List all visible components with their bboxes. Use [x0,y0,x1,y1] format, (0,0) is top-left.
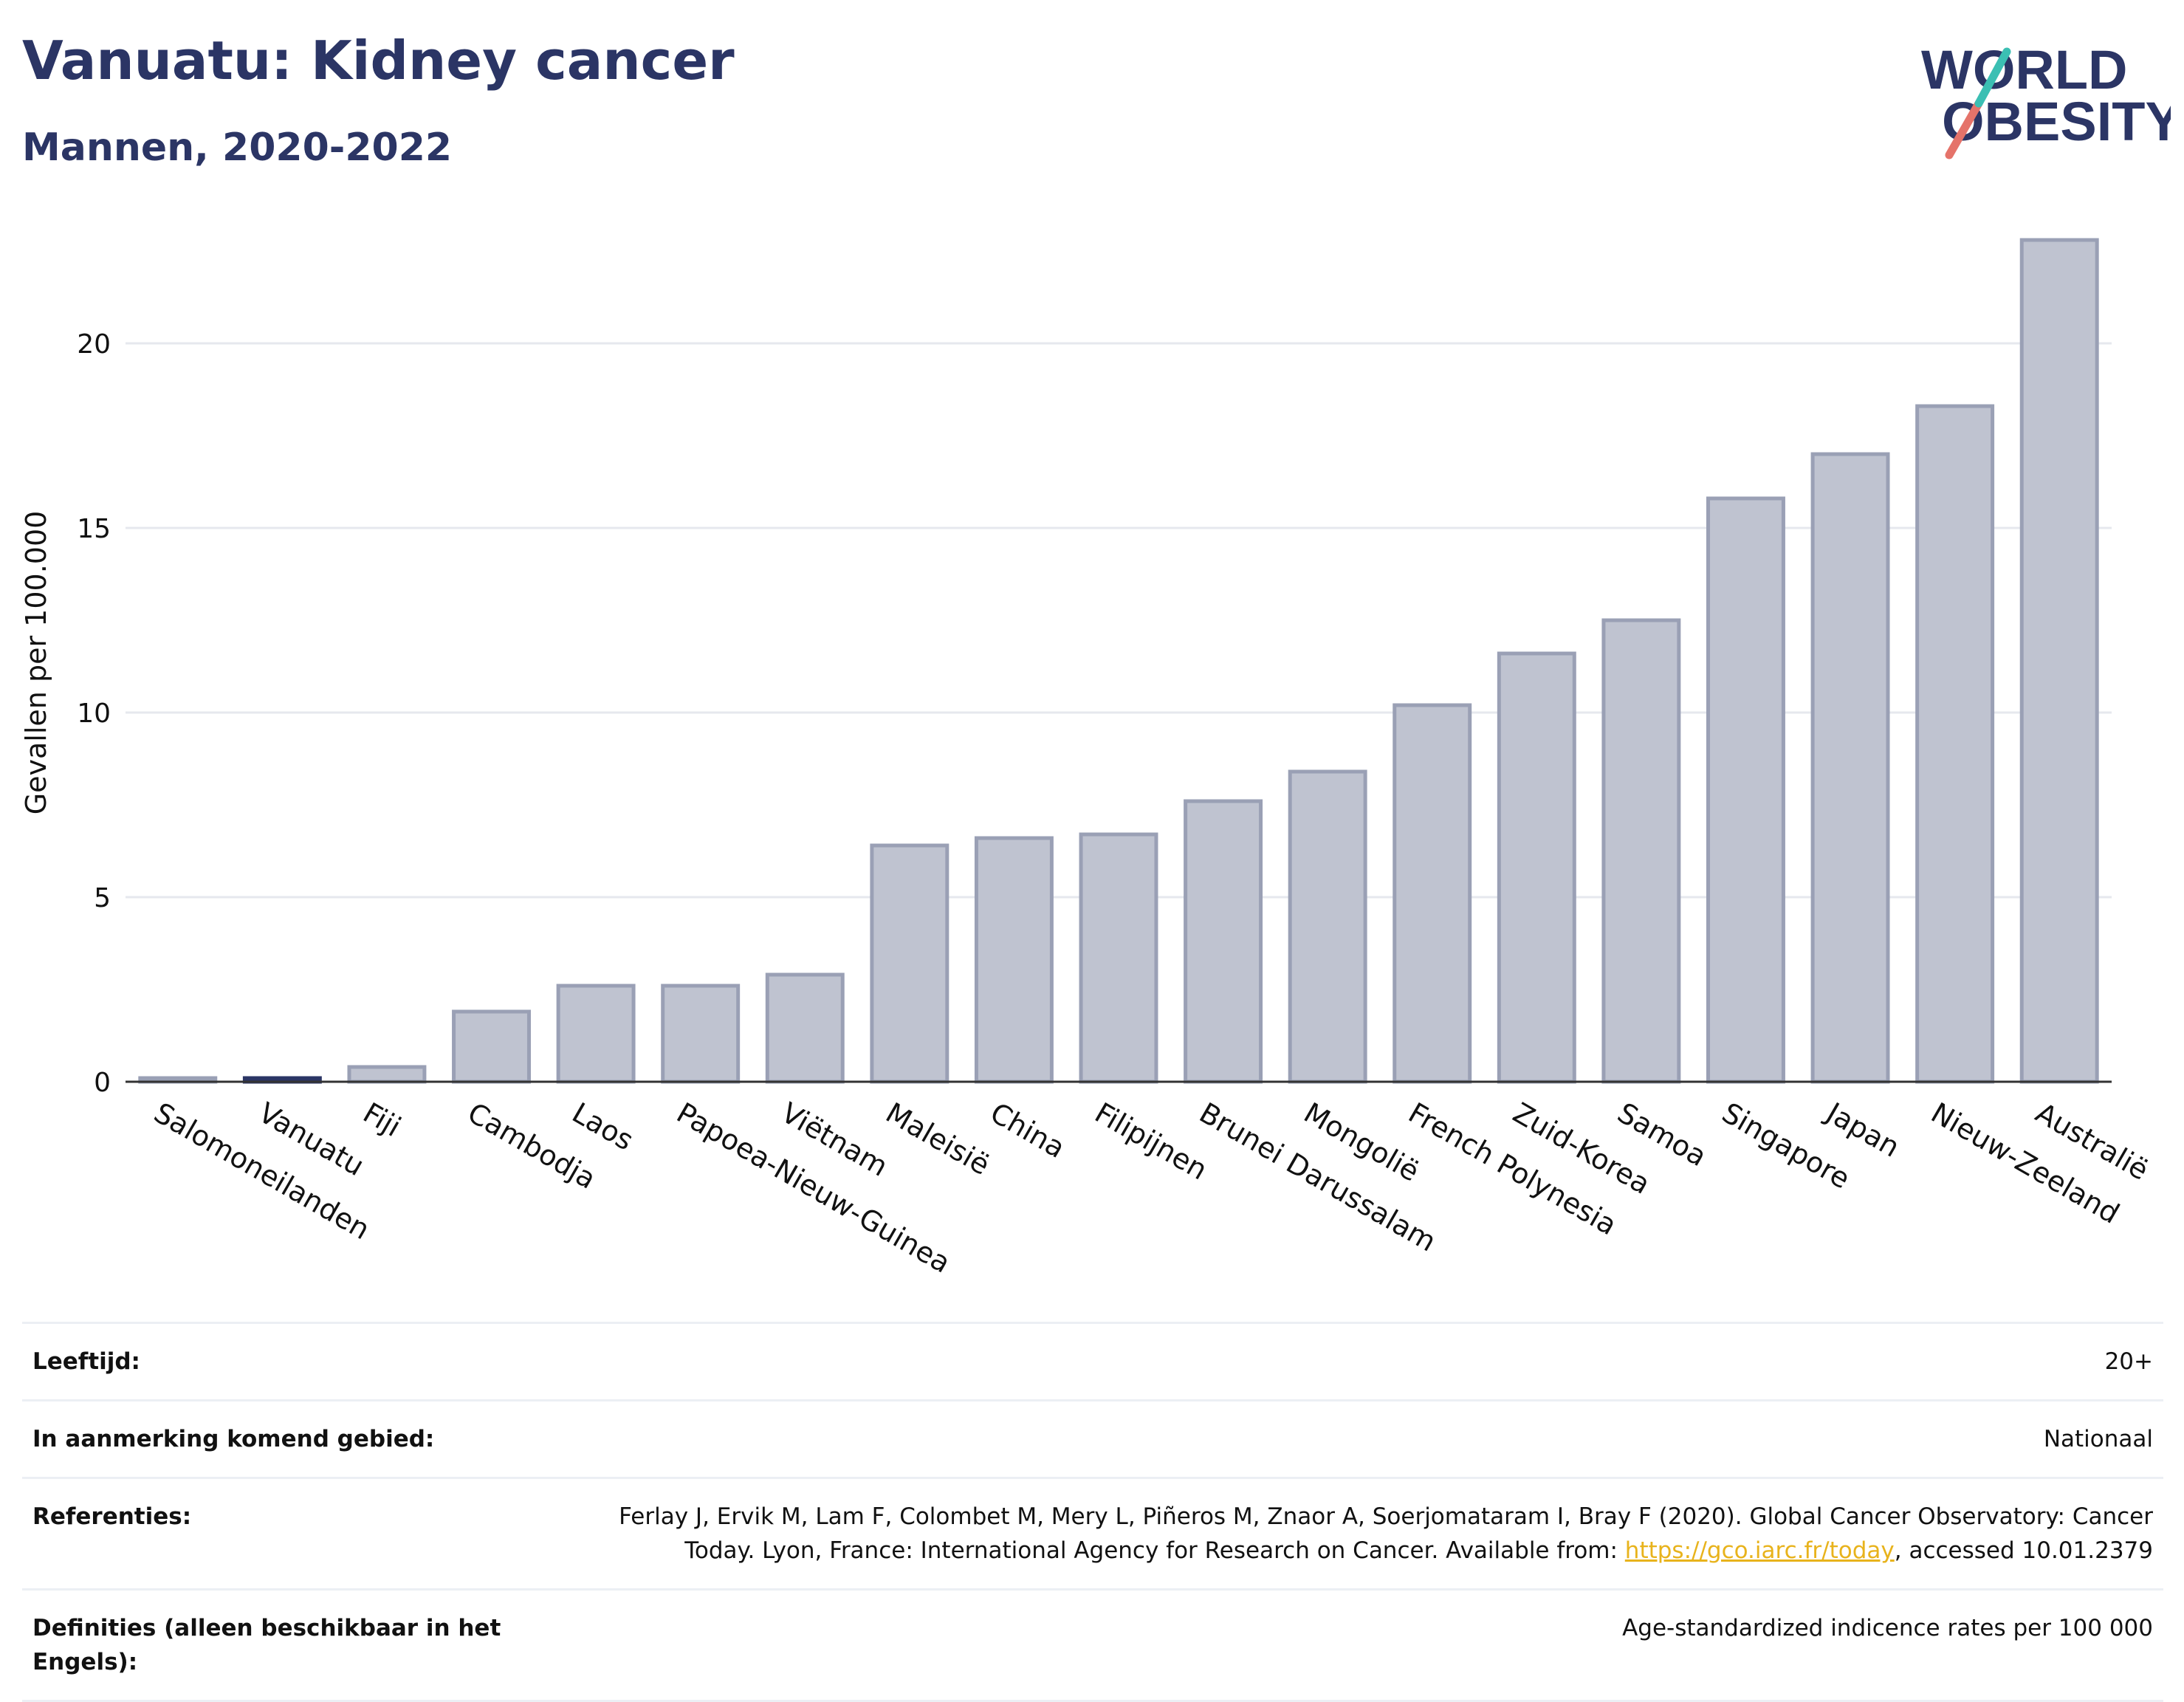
x-tick-label: Fiji [357,1097,406,1143]
y-axis-ticks: 0 5 10 15 20 [77,329,111,1098]
logo-slash-red [1945,99,1983,159]
bar-filipijnen [1079,832,1158,1084]
x-tick-label: China [985,1097,1071,1164]
meta-age-value: 20+ [2104,1348,2153,1375]
y-tick-label: 10 [77,699,111,729]
bar-brunei-darussalam [1184,799,1263,1084]
meta-def-label: Definities (alleen beschikbaar in het En… [32,1615,501,1675]
x-tick-label: Filipijnen [1090,1097,1213,1187]
meta-row-definitions: Definities (alleen beschikbaar in het En… [22,1588,2163,1702]
bar-laos [556,984,636,1084]
y-axis-title: Gevallen per 100.000 [20,511,52,815]
logo-slash-teal [1974,47,2011,108]
chart-subtitle: Mannen, 2020-2022 [22,126,453,170]
logo-line1: WORLD [1921,39,2128,100]
world-obesity-logo: WORLD OBESITY [1921,39,2171,159]
y-tick-label: 5 [94,883,111,913]
meta-ref-label: Referenties: [32,1503,192,1530]
bar-french-polynesia [1393,703,1472,1084]
bar-japan [1810,452,1890,1084]
y-tick-label: 20 [77,329,111,360]
x-tick-label: Nieuw-Zeeland [1926,1097,2125,1230]
bar-zuid-korea [1497,651,1576,1084]
ref-line1: Ferlay J, Ervik M, Lam F, Colombet M, Me… [619,1503,2153,1530]
bar-china [974,836,1054,1084]
meta-def-value: Age-standardized indicence rates per 100… [1622,1615,2153,1641]
bar-samoa [1601,618,1681,1084]
bar-papoea-nieuw-guinea [661,984,741,1084]
meta-ref-value: Ferlay J, Ervik M, Lam F, Colombet M, Me… [619,1500,2153,1568]
bar-singapore [1706,496,1785,1084]
bars [138,238,2099,1084]
ref-line2-post: , accessed 10.01.2379 [1894,1537,2153,1564]
ref-link[interactable]: https://gco.iarc.fr/today [1624,1537,1895,1564]
bar-mongoli- [1288,769,1367,1084]
x-tick-label: Laos [567,1097,639,1157]
bar-nieuw-zeeland [1915,404,1995,1084]
meta-age-label: Leeftijd: [32,1348,140,1375]
x-tick-label: Maleisië [880,1097,995,1181]
bar-maleisi- [870,843,950,1084]
meta-area-label: In aanmerking komend gebied: [32,1426,435,1452]
y-tick-label: 15 [77,514,111,544]
bar-australi- [2019,238,2099,1084]
ref-line2-pre: Today. Lyon, France: International Agenc… [684,1537,1625,1564]
bar-fiji [347,1065,427,1084]
meta-row-age: Leeftijd: 20+ [22,1322,2163,1399]
y-tick-label: 0 [94,1068,111,1098]
bar-cambodja [452,1009,531,1084]
chart-title: Vanuatu: Kidney cancer [22,30,735,92]
metadata-table: Leeftijd: 20+ In aanmerking komend gebie… [22,1322,2163,1702]
bar-vi-tnam [765,972,845,1084]
meta-area-value: Nationaal [2043,1426,2153,1452]
meta-row-area: In aanmerking komend gebied: Nationaal [22,1399,2163,1477]
meta-row-references: Referenties: Ferlay J, Ervik M, Lam F, C… [22,1477,2163,1588]
